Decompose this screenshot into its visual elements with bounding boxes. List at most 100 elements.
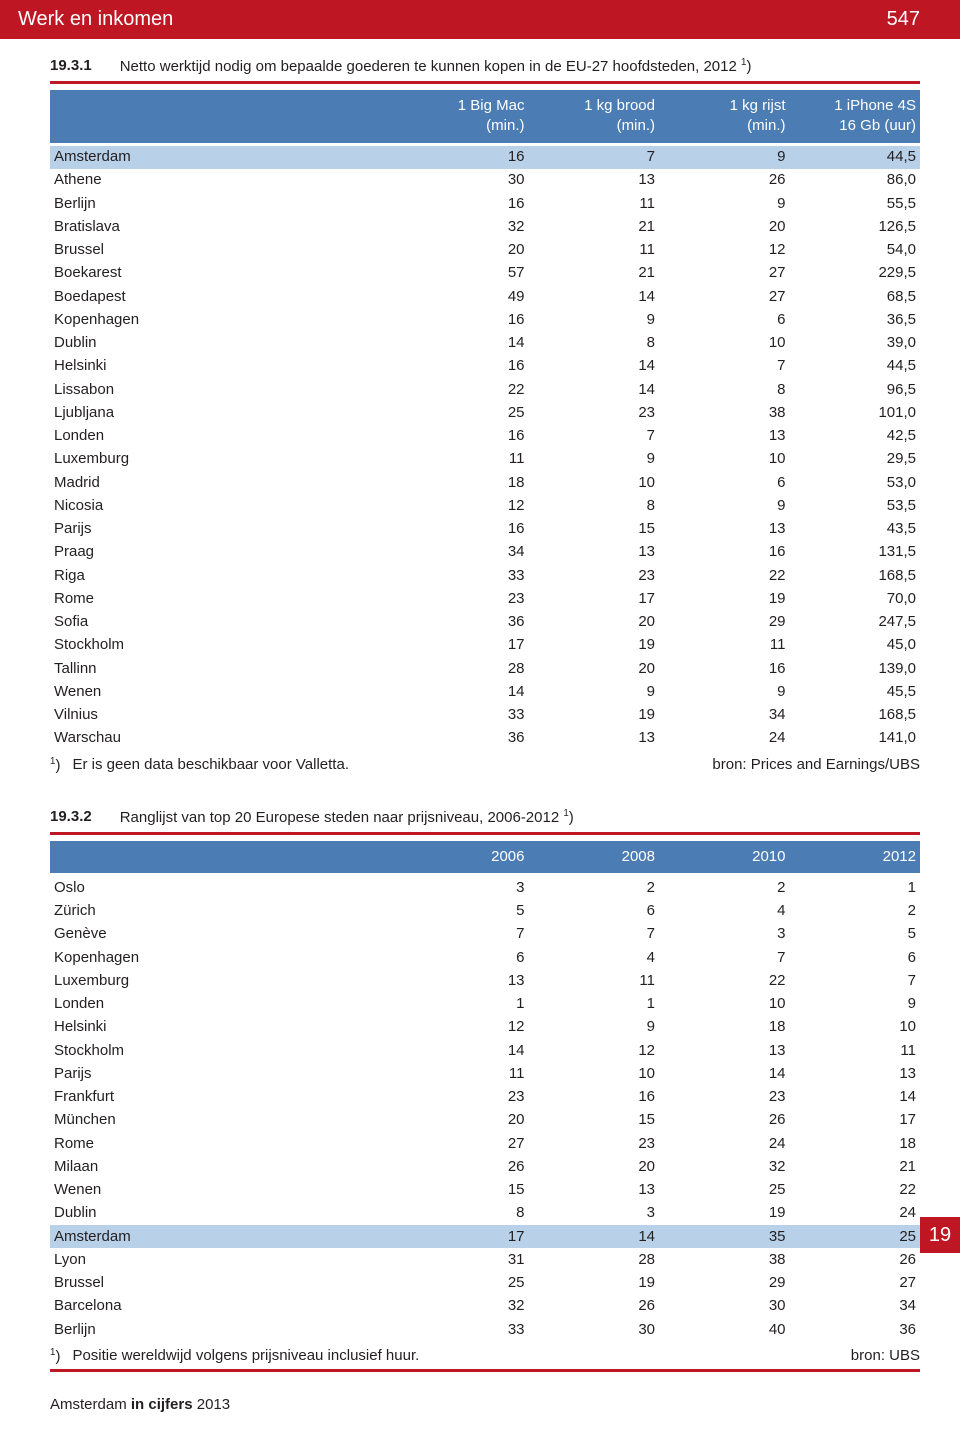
table1-caption-number: 19.3.1 [50,57,92,75]
row-value: 17 [398,1225,529,1248]
row-value: 16 [398,425,529,448]
row-label: Zürich [50,900,398,923]
row-value: 168,5 [790,564,921,587]
table1-head: 1 Big Mac(min.)1 kg brood(min.)1 kg rijs… [50,90,920,146]
row-label: Londen [50,993,398,1016]
row-value: 247,5 [790,611,921,634]
row-value: 28 [529,1248,660,1271]
table-row: Parijs11101413 [50,1062,920,1085]
table-row: Boedapest49142768,5 [50,285,920,308]
row-label: Ljubljana [50,401,398,424]
row-value: 2 [659,876,790,899]
table-row: Madrid1810653,0 [50,471,920,494]
row-value: 229,5 [790,262,921,285]
row-value: 14 [398,1039,529,1062]
row-value: 101,0 [790,401,921,424]
row-value: 1 [529,993,660,1016]
table-row: München20152617 [50,1109,920,1132]
row-label: Milaan [50,1155,398,1178]
row-value: 24 [659,1132,790,1155]
table-row: Luxemburg1311227 [50,969,920,992]
table-row: Stockholm17191145,0 [50,634,920,657]
row-value: 54,0 [790,239,921,262]
row-value: 34 [790,1295,921,1318]
row-value: 7 [398,923,529,946]
row-value: 19 [529,634,660,657]
row-value: 10 [790,1016,921,1039]
publication-bold: in cijfers [131,1396,193,1413]
page: Werk en inkomen 547 19.3.1 Netto werktij… [0,0,960,1413]
row-value: 19 [659,587,790,610]
row-value: 8 [529,332,660,355]
row-value: 45,0 [790,634,921,657]
row-value: 32 [398,215,529,238]
row-value: 8 [529,494,660,517]
row-label: Nicosia [50,494,398,517]
row-value: 16 [398,192,529,215]
row-value: 24 [790,1202,921,1225]
row-value: 25 [790,1225,921,1248]
row-value: 16 [659,657,790,680]
row-label: Frankfurt [50,1086,398,1109]
table-row: Warschau361324141,0 [50,727,920,750]
row-label: Brussel [50,239,398,262]
row-value: 27 [398,1132,529,1155]
row-value: 17 [529,587,660,610]
row-label: Barcelona [50,1295,398,1318]
row-value: 32 [398,1295,529,1318]
table1-header-blank [50,90,398,143]
row-value: 30 [398,169,529,192]
table-row: Athene30132686,0 [50,169,920,192]
row-label: Berlijn [50,192,398,215]
row-value: 70,0 [790,587,921,610]
row-value: 38 [659,401,790,424]
row-label: Luxemburg [50,969,398,992]
row-value: 27 [659,285,790,308]
row-value: 9 [659,192,790,215]
row-value: 55,5 [790,192,921,215]
table-row: Kopenhagen169636,5 [50,308,920,331]
row-value: 3 [398,876,529,899]
row-label: Rome [50,587,398,610]
row-value: 9 [529,308,660,331]
row-value: 24 [659,727,790,750]
table-row: Riga332322168,5 [50,564,920,587]
table2-head: 2006200820102012 [50,841,920,876]
row-value: 57 [398,262,529,285]
row-value: 17 [398,634,529,657]
row-value: 16 [398,146,529,169]
row-value: 10 [529,471,660,494]
table-row: Dublin831924 [50,1202,920,1225]
header-bar: Werk en inkomen 547 [0,0,960,39]
row-value: 20 [529,1155,660,1178]
row-label: Vilnius [50,704,398,727]
row-value: 14 [529,378,660,401]
row-value: 23 [529,564,660,587]
row-value: 11 [790,1039,921,1062]
row-value: 45,5 [790,680,921,703]
table2-header-blank [50,841,398,873]
row-value: 6 [659,308,790,331]
bottom-rule [50,1369,920,1372]
row-label: Stockholm [50,634,398,657]
table2-header-col: 2008 [529,841,660,873]
row-label: Genève [50,923,398,946]
table-row: Frankfurt23162314 [50,1086,920,1109]
row-value: 12 [529,1039,660,1062]
row-value: 53,5 [790,494,921,517]
row-label: Tallinn [50,657,398,680]
row-label: Kopenhagen [50,946,398,969]
table-row: Praag341316131,5 [50,541,920,564]
table-row: Stockholm14121311 [50,1039,920,1062]
row-label: Brussel [50,1272,398,1295]
row-value: 14 [398,680,529,703]
row-value: 14 [529,355,660,378]
table1-footnote-marker: 1) [50,756,60,774]
row-value: 23 [398,1086,529,1109]
row-value: 6 [790,946,921,969]
table-row: Milaan26203221 [50,1155,920,1178]
row-value: 31 [398,1248,529,1271]
row-value: 7 [659,355,790,378]
row-value: 19 [529,1272,660,1295]
row-value: 27 [790,1272,921,1295]
